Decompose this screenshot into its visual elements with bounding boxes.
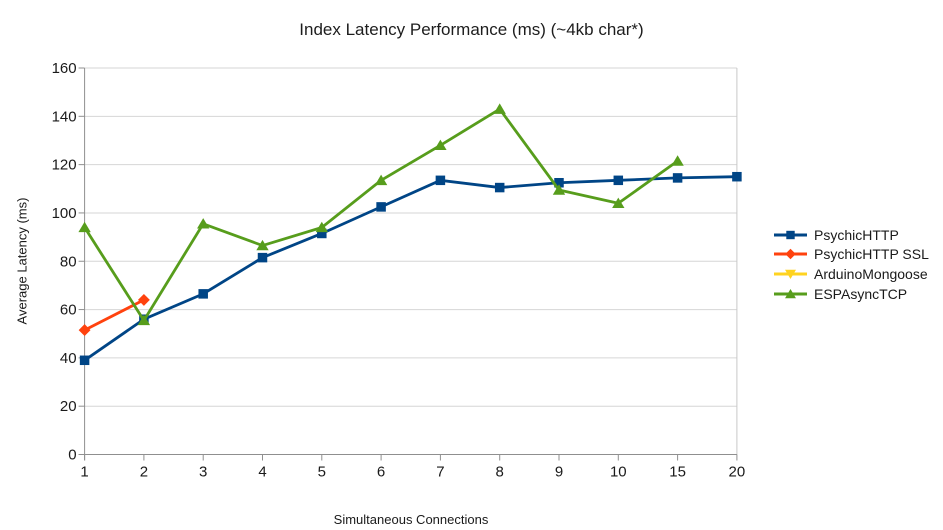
x-tick-label-4: 4: [258, 464, 266, 481]
data-point-psychichttp-4: [257, 252, 268, 263]
y-tick-label-80: 80: [60, 253, 77, 270]
legend-label-psychichttp: PsychicHTTP: [814, 226, 899, 243]
legend-label-psychichttp-ssl: PsychicHTTP SSL: [814, 246, 929, 263]
y-tick-label-140: 140: [52, 108, 77, 125]
data-point-espasynctcp-5: [315, 221, 328, 233]
chart-title: Index Latency Performance (ms) (~4kb cha…: [299, 20, 644, 39]
triangle-up-marker-icon: [774, 288, 807, 298]
y-tick-label-100: 100: [52, 205, 77, 222]
legend-marker-espasynctcp: [785, 288, 796, 298]
data-point-psychichttp-ssl-1: [78, 324, 91, 337]
data-point-psychichttp-1: [79, 355, 90, 366]
data-point-espasynctcp-1: [78, 221, 91, 233]
data-point-espasynctcp-7: [434, 139, 447, 151]
legend-label-espasynctcp: ESPAsyncTCP: [814, 285, 908, 302]
data-point-espasynctcp-2: [137, 314, 151, 326]
data-point-psychichttp-ssl-2: [137, 293, 150, 306]
data-point-psychichttp-5: [317, 228, 327, 239]
data-point-psychichttp-10: [613, 175, 624, 186]
x-tick-label-1: 1: [80, 464, 88, 481]
data-point-psychichttp-3: [198, 289, 208, 299]
square-marker-icon: [774, 230, 807, 239]
x-tick-label-7: 7: [436, 464, 444, 481]
y-tick-label-20: 20: [60, 398, 77, 415]
y-axis-title: Average Latency (ms): [14, 197, 30, 325]
x-tick-label-2: 2: [140, 464, 148, 481]
x-tick-label-20: 20: [729, 464, 746, 481]
y-tick-label-40: 40: [60, 350, 77, 367]
series-espasynctcp: [78, 103, 684, 326]
x-tick-label-6: 6: [377, 464, 385, 481]
series-line-psychichttp: [83, 175, 737, 362]
y-tick-label-0: 0: [68, 447, 76, 464]
data-point-psychichttp-8: [494, 182, 505, 193]
data-point-psychichttp-7: [435, 175, 446, 186]
y-tick-label-60: 60: [60, 302, 77, 319]
data-point-espasynctcp-3: [197, 218, 210, 229]
diamond-marker-icon: [774, 249, 807, 260]
x-axis-title: Simultaneous Connections: [333, 512, 489, 527]
data-point-espasynctcp-4: [256, 239, 269, 251]
legend-item-psychichttp-ssl: PsychicHTTP SSL: [774, 245, 929, 265]
data-point-espasynctcp-8: [493, 103, 506, 114]
y-tick-label-160: 160: [52, 60, 77, 77]
x-tick-label-15: 15: [669, 464, 686, 481]
series-psychichttp: [79, 171, 742, 366]
legend-item-arduinomongoose: ArduinoMongoose: [774, 264, 929, 284]
data-point-espasynctcp-10: [612, 197, 625, 209]
legend-marker-arduinomongoose: [785, 269, 796, 280]
legend-item-psychichttp: PsychicHTTP: [774, 225, 929, 245]
data-point-psychichttp-20: [732, 171, 742, 182]
data-point-espasynctcp-6: [374, 174, 388, 186]
y-tick-label-120: 120: [52, 157, 77, 174]
data-point-psychichttp-15: [672, 173, 683, 183]
legend-item-espasynctcp: ESPAsyncTCP: [774, 284, 929, 304]
legend: PsychicHTTP PsychicHTTP SSL ArduinoMongoos…: [774, 225, 929, 303]
x-tick-label-5: 5: [318, 464, 326, 481]
x-tick-label-3: 3: [199, 464, 207, 481]
legend-marker-psychichttp-ssl: [785, 249, 796, 260]
data-point-psychichttp-9: [554, 177, 564, 188]
x-tick-label-10: 10: [610, 464, 627, 481]
data-point-psychichttp-6: [376, 202, 386, 212]
legend-label-arduinomongoose: ArduinoMongoose: [814, 265, 928, 282]
x-tick-label-8: 8: [496, 464, 504, 481]
data-point-espasynctcp-9: [552, 184, 566, 195]
series-line-espasynctcp: [83, 107, 679, 324]
data-point-espasynctcp-15: [671, 155, 684, 166]
triangle-down-marker-icon: [774, 269, 807, 280]
x-tick-label-9: 9: [555, 464, 563, 481]
legend-marker-psychichttp: [786, 230, 795, 239]
